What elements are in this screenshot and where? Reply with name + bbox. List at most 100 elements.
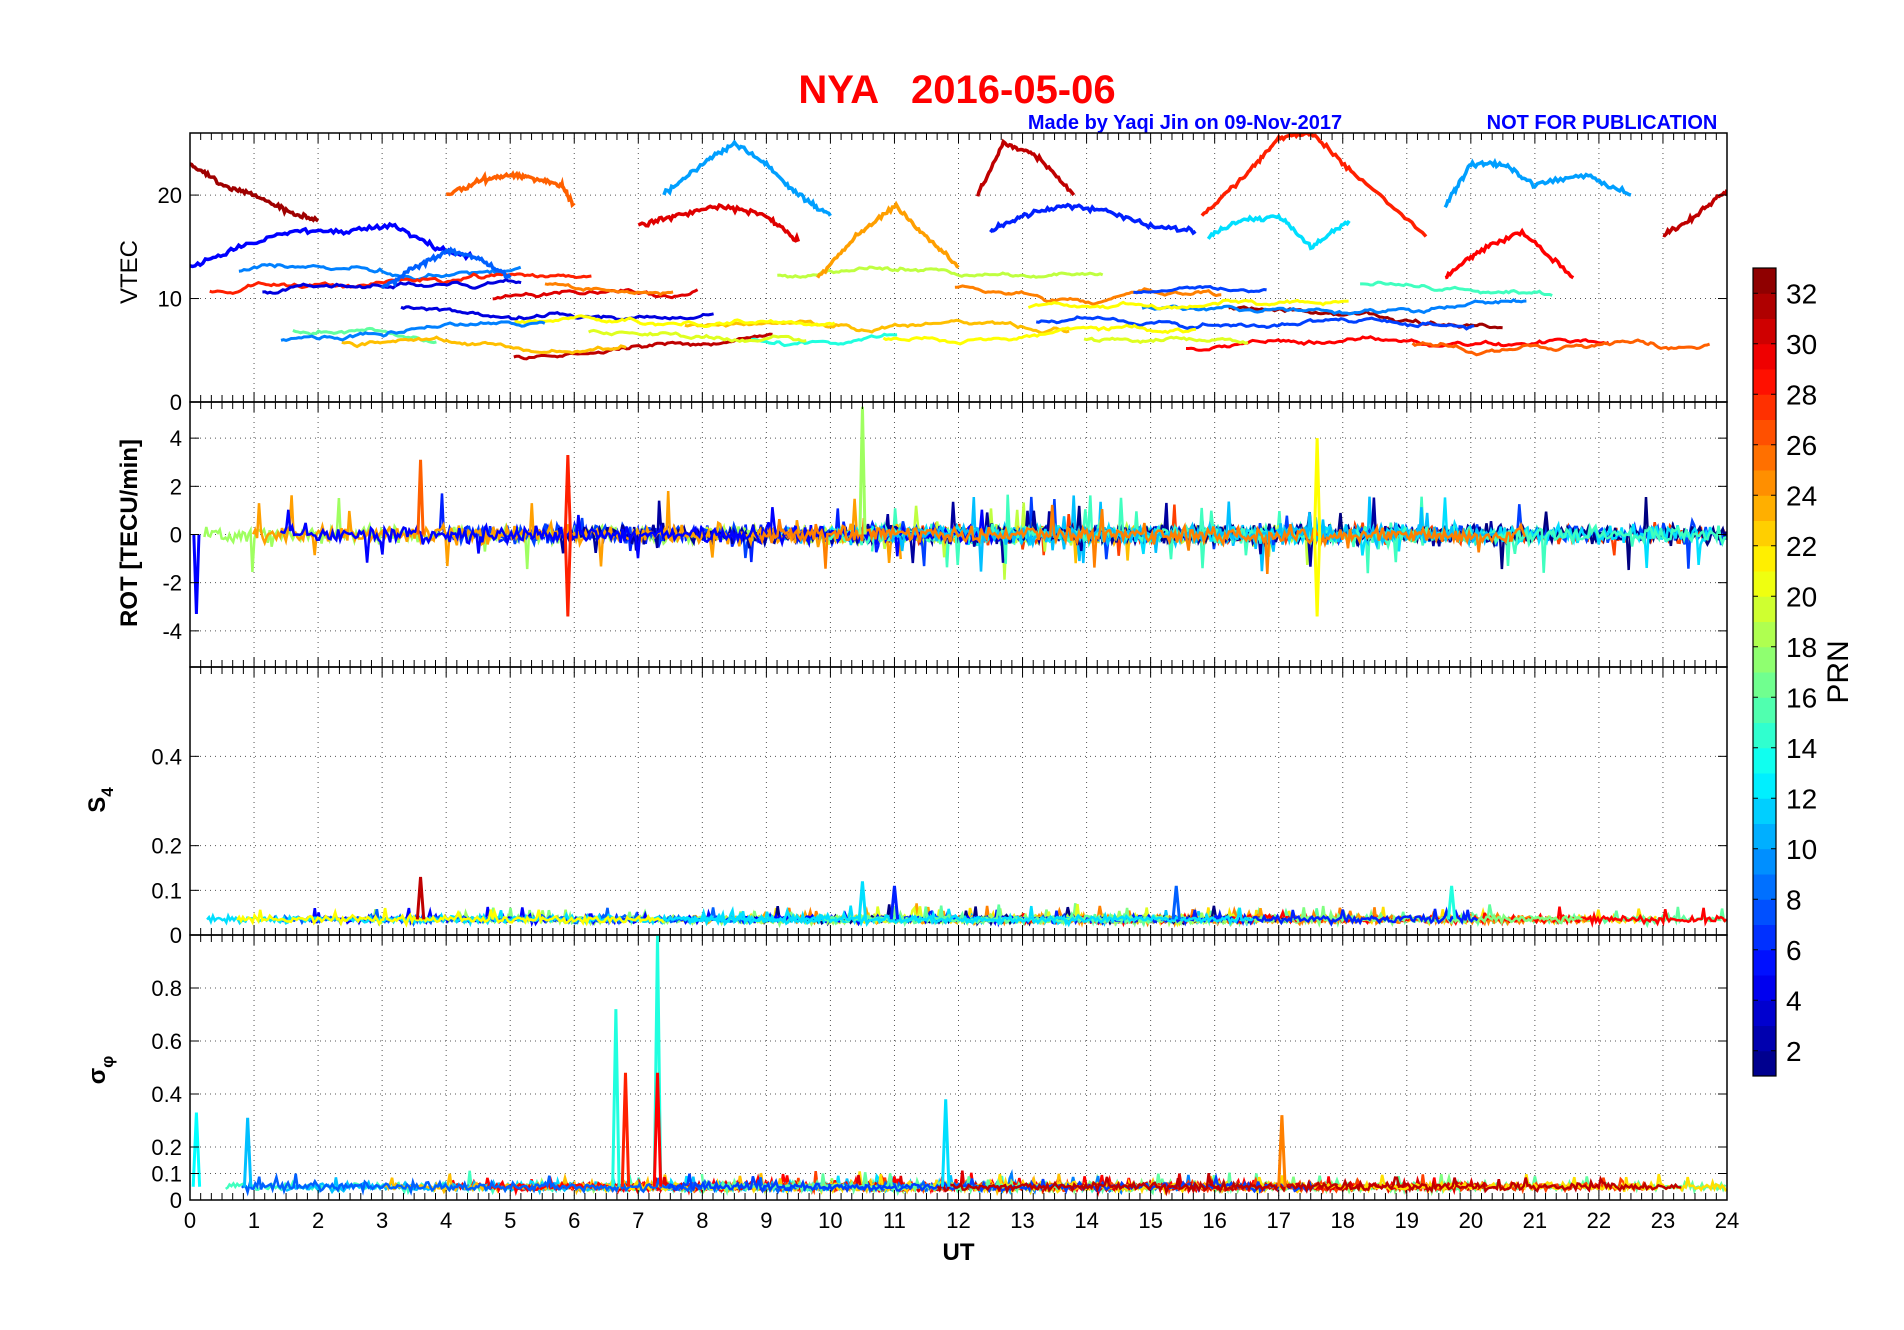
vtec-series-prn-6	[989, 202, 1197, 236]
rot-peak-6	[192, 534, 201, 615]
x-tick-label: 21	[1523, 1208, 1547, 1233]
y-tick-label: -4	[162, 619, 182, 644]
vtec-trace	[514, 314, 836, 328]
colorbar-cell	[1753, 444, 1776, 471]
vtec-trace	[777, 265, 1104, 279]
colorbar-tick-label: 18	[1786, 632, 1817, 663]
y-axis-label: VTEC	[116, 240, 143, 304]
panel-rot: -4 -2 0 2 4 ROT [TECU/min]	[116, 401, 1728, 668]
rot-peak-4	[563, 534, 572, 617]
x-tick-label: 19	[1395, 1208, 1419, 1233]
y-tick-label: 0.1	[151, 1162, 182, 1187]
data-layer	[206, 876, 1727, 929]
x-tick-label: 4	[440, 1208, 452, 1233]
colorbar-cell	[1753, 874, 1776, 900]
sigma_phi-peak-2	[620, 1072, 631, 1187]
y-tick-label: 0.4	[151, 744, 182, 769]
vtec-trace	[544, 281, 674, 297]
x-tick-label: 13	[1010, 1208, 1034, 1233]
x-axis-label: UT	[943, 1239, 975, 1266]
colorbar-cell	[1753, 672, 1776, 698]
y-tick-label: 0.1	[151, 878, 182, 903]
colorbar-cell	[1753, 773, 1776, 799]
grid	[190, 667, 1727, 935]
vtec-trace	[280, 320, 546, 342]
x-tick-label: 2	[312, 1208, 324, 1233]
rot-peak-0	[858, 406, 867, 535]
x-tick-label: 9	[760, 1208, 772, 1233]
vtec-trace	[1083, 335, 1249, 345]
y-tick-label: 0.6	[151, 1029, 182, 1054]
y-tick-label: 2	[170, 474, 182, 499]
colorbar-cell	[1753, 747, 1776, 774]
x-tick-label: 1	[248, 1208, 260, 1233]
y-tick-label: 0	[170, 1188, 182, 1213]
colorbar-tick-label: 8	[1786, 884, 1802, 915]
vtec-series-prn-10	[662, 139, 832, 217]
colorbar-cell	[1753, 419, 1776, 446]
colorbar-tick-label: 16	[1786, 682, 1817, 713]
x-tick-label: 20	[1459, 1208, 1483, 1233]
s4-trace	[236, 907, 665, 928]
rot-peak-3	[563, 454, 572, 535]
vtec-series-prn-26	[446, 170, 576, 209]
sigma_phi-peak-1	[611, 1009, 621, 1187]
rot-peak-5	[416, 459, 425, 535]
colorbar-cell	[1753, 343, 1776, 370]
y-tick-label: 0	[170, 923, 182, 948]
colorbar-cell	[1753, 268, 1776, 294]
colorbar-cell	[1753, 470, 1776, 496]
colorbar-cell	[1753, 571, 1776, 597]
y-tick-label: -2	[162, 571, 182, 596]
y-axis-label: ROT [TECU/min]	[116, 439, 143, 627]
x-tick-label: 16	[1202, 1208, 1226, 1233]
colorbar-tick-label: 24	[1786, 480, 1817, 511]
colorbar-tick-label: 12	[1786, 783, 1817, 814]
s4-peak-1	[857, 881, 868, 920]
y-tick-label: 0.4	[151, 1082, 182, 1107]
data-layer	[192, 406, 1727, 617]
vtec-trace	[1035, 315, 1475, 331]
colorbar-tick-label: 6	[1786, 935, 1802, 966]
colorbar-cell	[1753, 520, 1776, 547]
vtec-series-prn-28	[1200, 133, 1428, 238]
colorbar-cell	[1753, 924, 1776, 951]
colorbar-cell	[1753, 949, 1776, 976]
sigma_phi-trace	[936, 1172, 1682, 1197]
y-tick-label: 0.2	[151, 834, 182, 859]
y-tick-label: 0	[170, 390, 182, 415]
data-layer	[190, 133, 1727, 361]
x-ticks	[189, 402, 1728, 667]
vtec-series-prn-12	[1206, 213, 1351, 251]
vtec-trace	[1027, 298, 1349, 311]
grid	[190, 133, 1727, 402]
colorbar-tick-label: 28	[1786, 379, 1817, 410]
x-tick-label: 10	[818, 1208, 842, 1233]
x-tick-label: 0	[184, 1208, 196, 1233]
y-tick-label: 0.8	[151, 976, 182, 1001]
colorbar-tick-label: 26	[1786, 430, 1817, 461]
vtec-trace	[954, 284, 1222, 306]
colorbar-cell	[1753, 1025, 1776, 1052]
vtec-trace	[684, 318, 1070, 335]
s4-peak-2	[889, 885, 900, 920]
sigma_phi-peak-7	[242, 1117, 253, 1187]
y-tick-label: 4	[170, 426, 182, 451]
rot-peak-2	[1313, 534, 1322, 617]
x-tick-label: 5	[504, 1208, 516, 1233]
credit-line: Made by Yaqi Jin on 09-Nov-2017	[1028, 112, 1342, 134]
sigma_phi-peak-4	[1277, 1115, 1287, 1187]
colorbar-cell	[1753, 697, 1776, 723]
s4-peak-3	[1171, 885, 1181, 920]
vtec-series-prn-30	[637, 202, 801, 243]
vtec-trace	[1360, 280, 1553, 297]
colorbar-cell	[1753, 394, 1776, 420]
vtec-trace	[1186, 335, 1610, 352]
y-axis-label: σφ	[84, 1056, 117, 1085]
colorbar-cell	[1753, 1050, 1776, 1077]
sigma_phi-peak-3	[652, 1072, 663, 1187]
vtec-trace	[588, 328, 807, 344]
y-tick-label: 0	[170, 523, 182, 548]
